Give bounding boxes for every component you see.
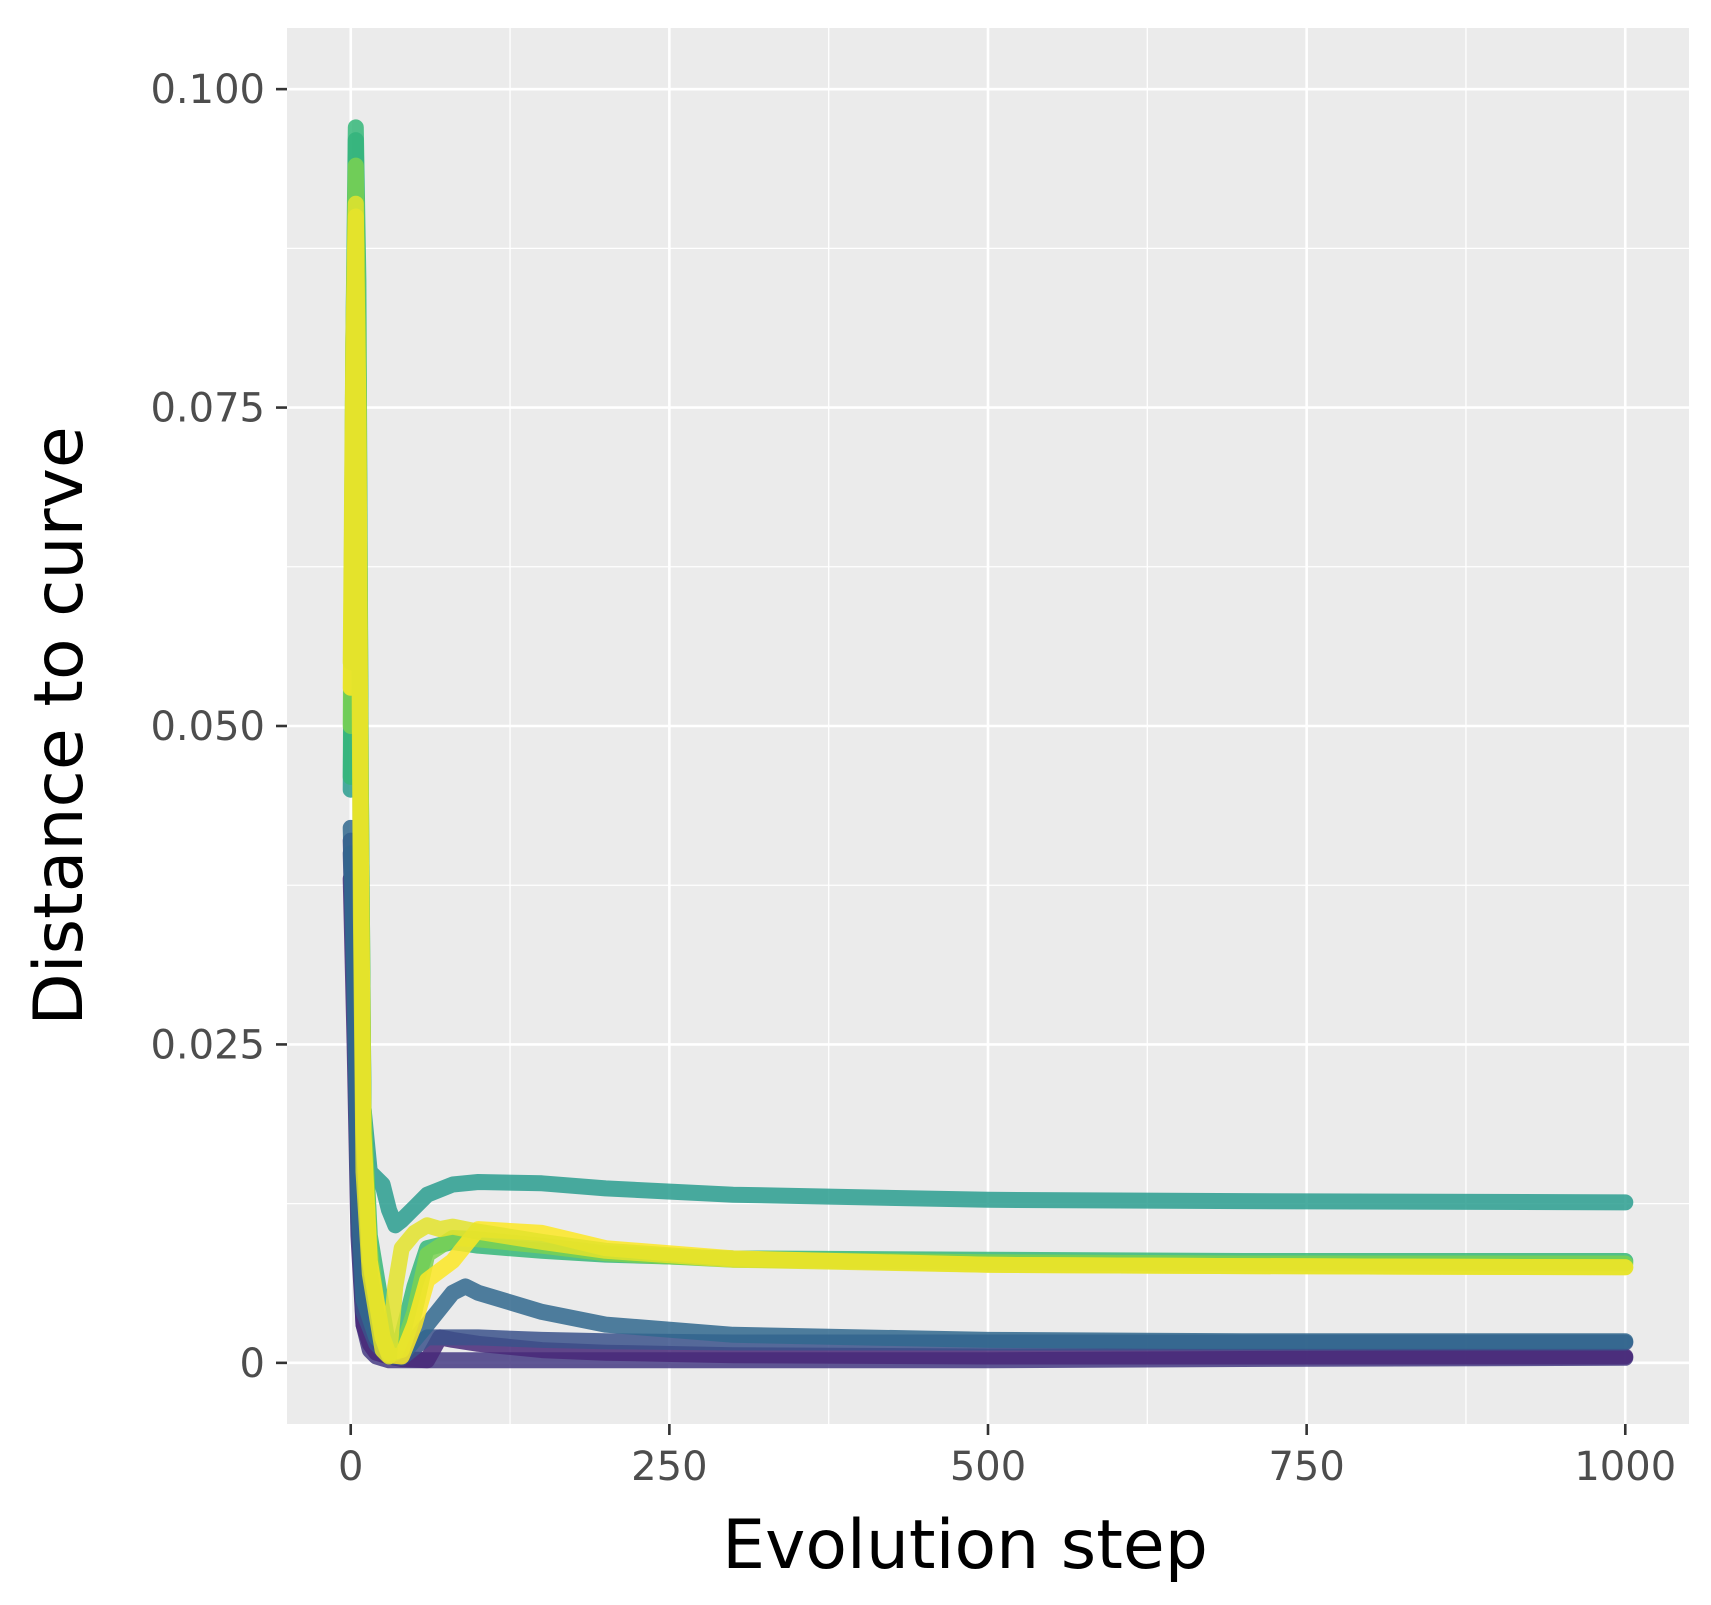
y-tick-label: 0.025 bbox=[150, 1022, 265, 1068]
y-tick-label: 0.075 bbox=[150, 386, 265, 432]
x-tick-label: 750 bbox=[1268, 1444, 1344, 1490]
y-tick-label: 0.100 bbox=[150, 67, 265, 113]
x-tick-label: 0 bbox=[338, 1444, 363, 1490]
y-axis: 0 0.025 0.050 0.075 0.100 bbox=[150, 67, 287, 1387]
x-axis-title: Evolution step bbox=[722, 1506, 1208, 1585]
x-axis: 0 250 500 750 1000 bbox=[338, 1424, 1676, 1490]
x-tick-label: 250 bbox=[631, 1444, 707, 1490]
y-tick-label: 0 bbox=[240, 1341, 265, 1387]
x-tick-label: 500 bbox=[950, 1444, 1026, 1490]
series-layer bbox=[342, 119, 1634, 1369]
y-tick-label: 0.050 bbox=[150, 704, 265, 750]
x-tick-label: 1000 bbox=[1574, 1444, 1676, 1490]
y-axis-title: Distance to curve bbox=[20, 426, 99, 1025]
series-line-9 bbox=[342, 195, 1634, 1365]
